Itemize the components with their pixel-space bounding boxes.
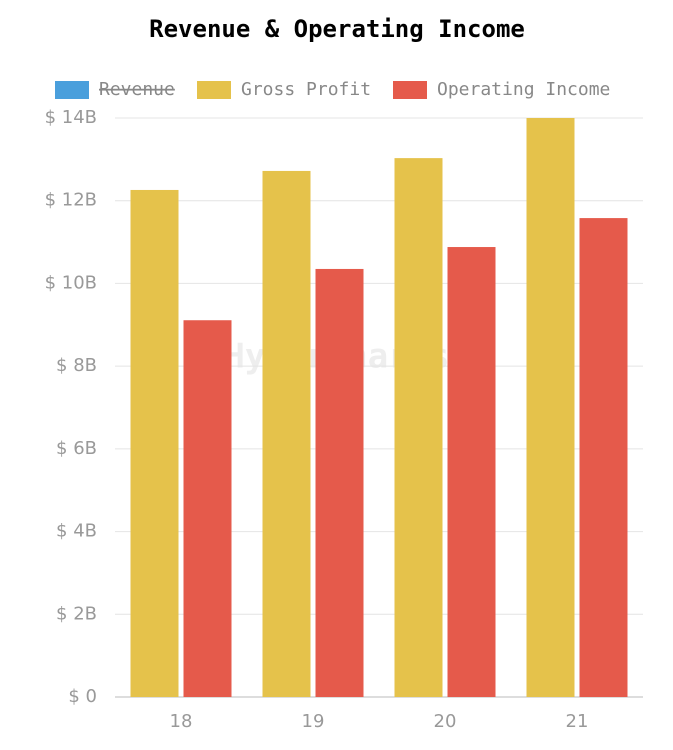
bar <box>526 118 575 697</box>
bar <box>130 189 179 697</box>
x-tick-label: 19 <box>302 711 325 732</box>
y-tick-label: $ 0 <box>68 686 97 707</box>
x-tick-label: 20 <box>434 711 457 732</box>
legend-label: Operating Income <box>437 79 610 100</box>
bar <box>579 218 628 697</box>
bar <box>262 170 311 698</box>
legend-swatch <box>393 81 427 99</box>
bar <box>183 320 232 697</box>
x-tick-label: 21 <box>566 711 589 732</box>
y-tick-label: $ 12B <box>45 190 97 211</box>
legend-label: Revenue <box>99 79 175 100</box>
y-tick-label: $ 10B <box>45 272 97 293</box>
bar <box>447 247 496 697</box>
y-tick-label: $ 14B <box>45 107 97 128</box>
y-tick-label: $ 4B <box>56 521 97 542</box>
legend-swatch <box>197 81 231 99</box>
legend-label: Gross Profit <box>241 79 371 100</box>
y-tick-label: $ 8B <box>56 355 97 376</box>
legend-swatch <box>55 81 89 99</box>
y-tick-label: $ 2B <box>56 603 97 624</box>
y-tick-label: $ 6B <box>56 438 97 459</box>
bar <box>315 268 364 697</box>
x-tick-label: 18 <box>170 711 193 732</box>
bar <box>394 158 443 697</box>
chart-title: Revenue & Operating Income <box>149 15 525 43</box>
